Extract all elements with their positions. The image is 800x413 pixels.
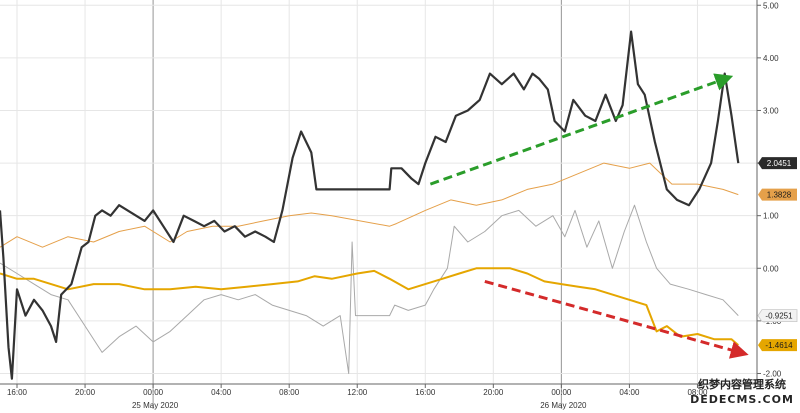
x-tick-label: 20:00 xyxy=(483,388,504,397)
y-tick-label: 0.00 xyxy=(763,264,779,273)
x-tick-label: 00:00 xyxy=(551,388,572,397)
x-tick-label: 16:00 xyxy=(7,388,28,397)
date-label: 25 May 2020 xyxy=(132,401,179,410)
y-tick-label: 3.00 xyxy=(763,106,779,115)
x-tick-label: 08:00 xyxy=(279,388,300,397)
x-tick-label: 00:00 xyxy=(143,388,164,397)
watermark-line2: DEDECMS.COM xyxy=(690,393,794,406)
watermark-line1: 织梦内容管理系统 xyxy=(698,377,786,391)
date-label: 26 May 2020 xyxy=(540,401,587,410)
y-tick-label: 5.00 xyxy=(763,1,779,10)
value-callout-label: -1.4614 xyxy=(765,341,793,350)
x-tick-label: 20:00 xyxy=(75,388,96,397)
x-tick-label: 12:00 xyxy=(347,388,368,397)
x-tick-label: 16:00 xyxy=(415,388,436,397)
value-callout-label: 1.3828 xyxy=(767,191,792,200)
value-callout-label: 2.0451 xyxy=(767,159,792,168)
y-tick-label: 1.00 xyxy=(763,212,779,221)
x-tick-label: 04:00 xyxy=(211,388,232,397)
y-tick-label: 4.00 xyxy=(763,54,779,63)
x-tick-label: 04:00 xyxy=(619,388,640,397)
value-callout-label: -0.9251 xyxy=(765,312,793,321)
